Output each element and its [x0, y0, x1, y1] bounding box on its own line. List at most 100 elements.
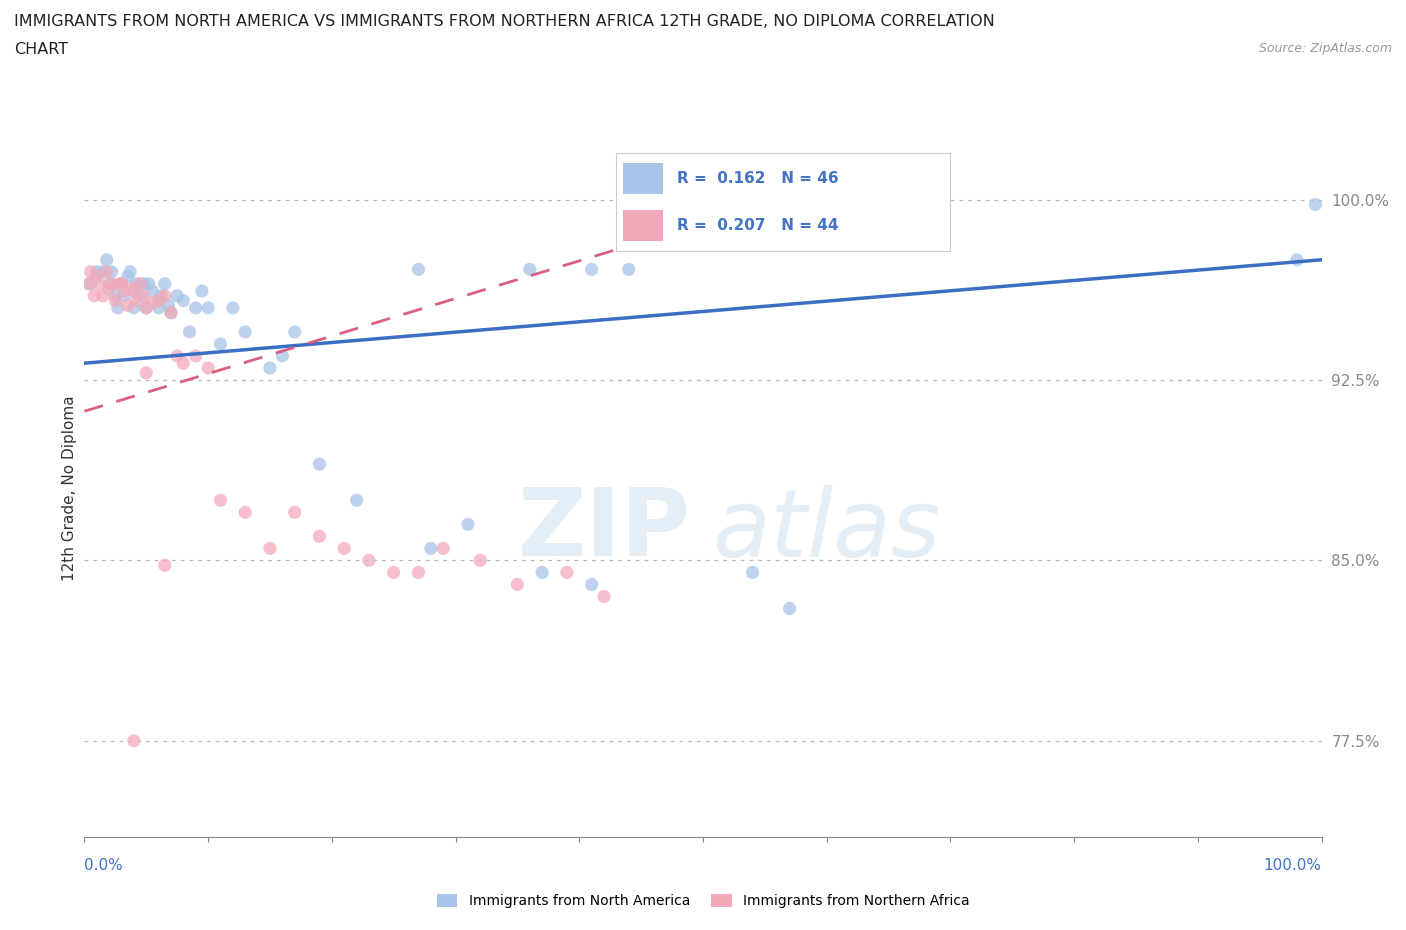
Point [112, 284, 135, 299]
Point [779, 601, 801, 616]
Point [166, 349, 188, 364]
Point [117, 298, 139, 312]
Point [271, 349, 294, 364]
Point [100, 276, 122, 291]
Point [86, 264, 108, 279]
Point [122, 284, 145, 299]
Point [125, 293, 148, 308]
Point [91, 264, 114, 279]
Point [617, 262, 640, 277]
Point [141, 284, 163, 299]
Point [100, 264, 122, 279]
Point [135, 300, 157, 315]
Text: 0.0%: 0.0% [84, 857, 124, 872]
Point [77, 276, 100, 291]
Point [132, 288, 155, 303]
Point [120, 264, 142, 279]
Point [112, 288, 135, 303]
Point [141, 296, 163, 311]
Point [519, 262, 541, 277]
Text: CHART: CHART [14, 42, 67, 57]
Text: Source: ZipAtlas.com: Source: ZipAtlas.com [1258, 42, 1392, 55]
Text: atlas: atlas [713, 485, 941, 576]
Point [104, 293, 127, 308]
Point [457, 517, 479, 532]
Legend: Immigrants from North America, Immigrants from Northern Africa: Immigrants from North America, Immigrant… [432, 889, 974, 914]
Point [408, 565, 430, 580]
Text: ZIP: ZIP [517, 485, 690, 576]
Point [184, 349, 207, 364]
Point [233, 505, 256, 520]
Point [209, 493, 232, 508]
Point [138, 276, 160, 291]
Point [120, 281, 142, 296]
Point [83, 288, 105, 303]
Point [79, 276, 101, 291]
Point [104, 288, 127, 303]
Point [593, 589, 616, 604]
Point [98, 276, 121, 291]
Point [122, 300, 145, 315]
Point [79, 264, 101, 279]
Point [432, 541, 454, 556]
Point [86, 269, 108, 284]
Point [1305, 197, 1327, 212]
Point [284, 505, 307, 520]
Point [382, 565, 405, 580]
Point [284, 325, 307, 339]
Point [150, 288, 173, 303]
Point [157, 298, 180, 312]
Point [209, 337, 232, 352]
Point [1285, 252, 1308, 267]
Point [470, 553, 492, 568]
Point [117, 269, 139, 284]
Point [148, 300, 170, 315]
Point [333, 541, 356, 556]
Point [408, 262, 430, 277]
Point [197, 300, 219, 315]
Point [129, 276, 152, 291]
Point [531, 565, 554, 580]
Point [197, 361, 219, 376]
Point [122, 734, 145, 749]
Point [308, 529, 330, 544]
Point [233, 325, 256, 339]
Point [308, 457, 330, 472]
Point [172, 356, 194, 371]
Point [179, 325, 201, 339]
Point [191, 284, 214, 299]
Point [184, 300, 207, 315]
Point [581, 262, 603, 277]
Point [108, 276, 131, 291]
Point [153, 558, 176, 573]
Point [98, 281, 121, 296]
Text: 100.0%: 100.0% [1264, 857, 1322, 872]
Point [506, 577, 529, 591]
Point [129, 288, 152, 303]
Point [135, 365, 157, 380]
Point [160, 305, 183, 320]
Point [153, 276, 176, 291]
Point [581, 577, 603, 591]
Point [96, 264, 118, 279]
Point [555, 565, 578, 580]
Point [148, 293, 170, 308]
Point [107, 300, 129, 315]
Point [132, 276, 155, 291]
Point [259, 361, 281, 376]
Point [222, 300, 245, 315]
Point [259, 541, 281, 556]
Point [166, 288, 188, 303]
Point [89, 276, 111, 291]
Point [153, 288, 176, 303]
Point [419, 541, 441, 556]
Point [96, 252, 118, 267]
Point [741, 565, 763, 580]
Point [125, 276, 148, 291]
Text: IMMIGRANTS FROM NORTH AMERICA VS IMMIGRANTS FROM NORTHERN AFRICA 12TH GRADE, NO : IMMIGRANTS FROM NORTH AMERICA VS IMMIGRA… [14, 14, 995, 29]
Y-axis label: 12th Grade, No Diploma: 12th Grade, No Diploma [62, 395, 77, 581]
Point [110, 276, 132, 291]
Point [346, 493, 368, 508]
Point [135, 300, 157, 315]
Point [91, 288, 114, 303]
